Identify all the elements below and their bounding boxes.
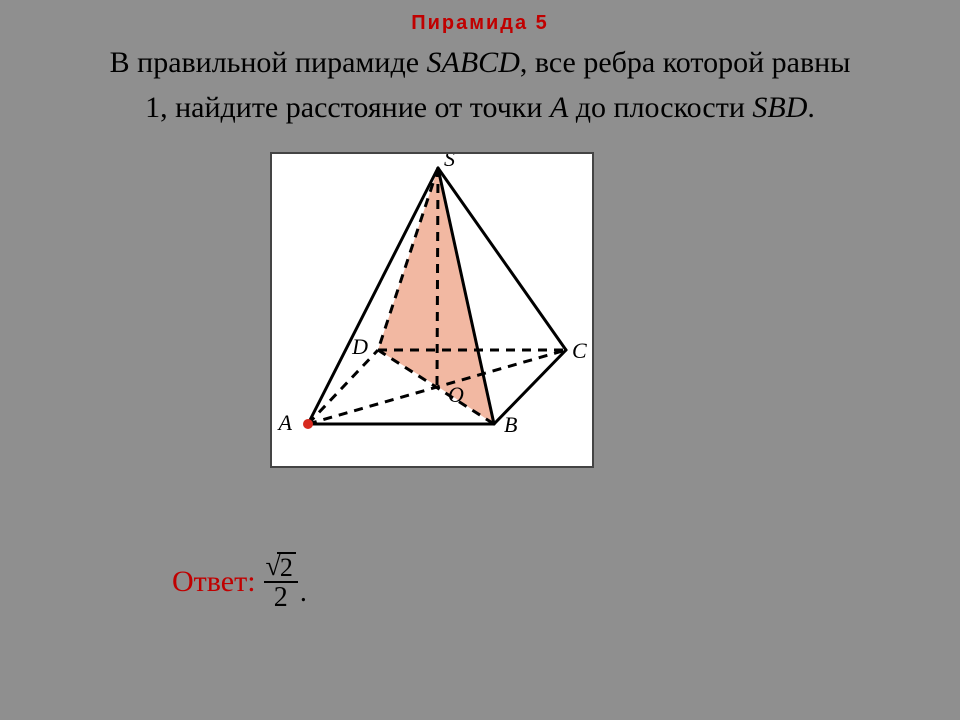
svg-text:D: D — [351, 334, 368, 359]
svg-text:O: O — [448, 382, 464, 407]
svg-text:A: A — [277, 410, 293, 435]
svg-text:C: C — [572, 338, 587, 363]
slide: Пирамида 5 В правильной пирамиде SABCD, … — [0, 0, 960, 720]
problem-line1-part2: , все ребра которой равны — [520, 46, 851, 79]
answer-period: . — [300, 577, 307, 613]
slide-title: Пирамида 5 — [0, 12, 960, 35]
radical-icon: √ — [266, 553, 281, 582]
pyramid-diagram: S A B C D O — [272, 154, 592, 466]
problem-line2-italic2: SBD — [752, 91, 807, 124]
problem-statement: В правильной пирамиде SABCD, все ребра к… — [0, 40, 960, 130]
problem-line2-part3: . — [807, 91, 815, 124]
problem-line2-italic1: A — [550, 91, 568, 124]
answer-denominator: 2 — [274, 583, 288, 612]
problem-line2-part1: 1, найдите расстояние от точки — [145, 91, 550, 124]
answer-numerator: √ 2 — [264, 552, 298, 583]
problem-line2-part2: до плоскости — [568, 91, 752, 124]
answer-block: Ответ: √ 2 2 . — [172, 552, 307, 613]
svg-text:S: S — [444, 154, 455, 171]
problem-line1-part1: В правильной пирамиде — [110, 46, 427, 79]
svg-text:B: B — [504, 412, 517, 437]
answer-label: Ответ: — [172, 565, 256, 599]
answer-fraction: √ 2 2 — [264, 552, 298, 613]
diagram-container: S A B C D O — [270, 152, 594, 468]
problem-line1-italic1: SABCD — [427, 46, 520, 79]
answer-sqrt: √ 2 — [266, 552, 296, 581]
